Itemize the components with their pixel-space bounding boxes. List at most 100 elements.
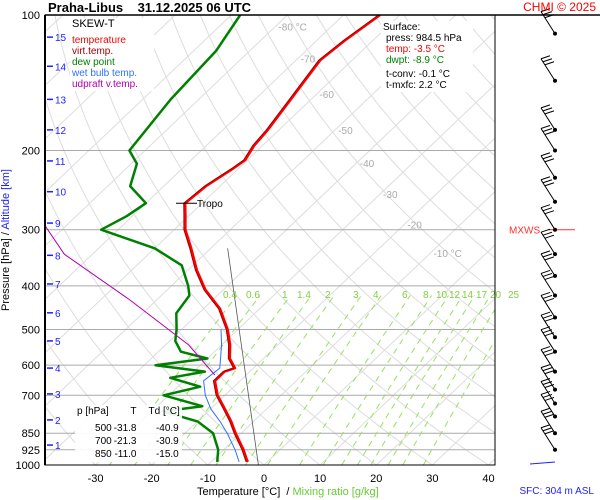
altitude-tick-label: 13 [55,95,67,106]
wind-barb-feather [544,430,555,435]
y-axis-label: Pressure [hPa] / Altitude [km] [0,169,12,311]
cell: 850 [95,449,112,460]
wind-barb-dot [553,414,557,419]
x-tick-label: -20 [144,473,160,485]
altitude-tick-label: 6 [55,309,61,320]
altitude-tick-label: 14 [55,62,67,73]
table-row: 500 -31.8 -40.9 [77,422,180,435]
credit: CHMI © 2025 [523,0,596,14]
wind-barb-feather [542,155,553,160]
wind-barb [540,394,556,417]
wind-barb-feather [540,8,551,13]
isotherm-line [45,15,401,354]
mixing-ratio-line [370,295,476,465]
wind-barb-feather [544,61,555,66]
isotherm-line [150,137,495,465]
pressure-tick-label: 925 [22,445,40,457]
wind-barb [540,410,556,434]
wind-barb-dot [553,387,557,392]
altitude-axis-label: Altitude [km] [0,169,12,230]
x-tick-label: 0 [261,473,267,485]
wind-barb-dot [553,227,557,232]
wind-barb-feather [542,294,553,299]
wind-barb-dot [553,148,557,153]
cell: 500 [95,423,112,434]
wind-barb-feather [544,14,555,19]
wind-barb [540,179,556,203]
mixing-ratio-label: 1 [282,290,288,301]
wind-barb-feather [544,130,555,135]
wind-barb-dot [553,431,557,436]
isotherm-line [45,15,120,87]
wind-barb-feather [540,378,551,382]
wind-barb-feather [540,424,551,429]
isotherm-line [45,15,345,300]
table-row: 850 -11.0 -15.0 [77,448,180,461]
wind-barb-feather [544,210,555,215]
tropopause-label: Tropo [197,199,223,210]
altitude-tick-label: 4 [55,364,61,375]
wind-barb [540,11,556,34]
x-tick-label: 20 [370,473,382,485]
mixing-ratio-line [299,295,411,465]
wind-barb-feather [542,207,553,212]
wind-barb-feather [540,55,551,60]
wind-barb-dot [553,369,557,374]
wind-barb [540,295,556,318]
mixing-ratio-label: 14 [462,290,474,301]
surface-temp: temp: -3.5 °C [386,44,446,55]
mxws-label: MXWS [509,226,540,237]
dry-adiabat [286,15,495,259]
pressure-tick-label: 100 [22,10,40,22]
mixing-ratio-label: 1.4 [297,290,311,301]
pressure-tick-label: 600 [22,360,40,372]
altitude-tick-label: 12 [55,126,67,137]
isotherm-line [207,190,495,465]
altitude-tick-label: 7 [55,280,61,291]
wind-barb-feather [540,228,551,233]
wind-barb-feather [542,427,553,432]
surface-title: Surface: [383,22,421,33]
wind-barb-dot [553,273,557,278]
table-header: p [hPa] T Td [°C] [77,406,180,422]
dry-adiabat [520,15,600,475]
wind-barb-dot [553,252,557,257]
isotherm-line [487,458,495,465]
surface-tmxfc: t-mxfc: 2.2 °C [386,80,447,91]
mixing-ratio-line [422,339,495,465]
pressure-tick-label: 300 [22,225,40,237]
series-wet-bulb-temp--line [203,329,240,463]
mixing-ratio-line [402,308,495,465]
legend-updraft: udpraft v.temp. [72,79,138,90]
isotherm-line [535,5,600,475]
surface-dwpt: dwpt: -8.9 °C [386,55,444,66]
wind-barb-feather [542,179,553,184]
altitude-tick-label: 11 [55,157,66,168]
altitude-tick-label: 3 [55,390,61,401]
pressure-tick-label: 400 [22,281,40,293]
mixing-ratio-line [167,295,291,465]
isotherm-label: -20 [407,220,422,231]
dry-adiabat [257,15,495,293]
x-tick-label: 40 [482,473,494,485]
header-td: Td [°C] [148,406,180,417]
mixing-ratio-line [341,295,449,465]
wind-barb-feather [540,326,551,331]
x-tick-label: -30 [88,473,104,485]
table-row: 700 -21.3 -30.9 [77,435,180,448]
pressure-tick-label: 500 [22,325,40,337]
wind-barb-feather [540,176,551,181]
wind-barb-feather [540,407,551,412]
altitude-tick-label: 10 [55,188,67,199]
isotherm-label: -10 °C [433,249,461,260]
wind-barb-feather [542,367,553,372]
wind-barb-feather [540,346,551,351]
wind-barb-dot [553,175,557,180]
pressure-tick-label: 1000 [16,460,40,472]
mixing-ratio-label: 8 [423,290,429,301]
wind-barb-feather [542,410,553,415]
mixing-ratio-label: 6 [402,290,408,301]
wind-barb-feather [544,275,555,280]
wind-barb-dot [553,335,557,340]
